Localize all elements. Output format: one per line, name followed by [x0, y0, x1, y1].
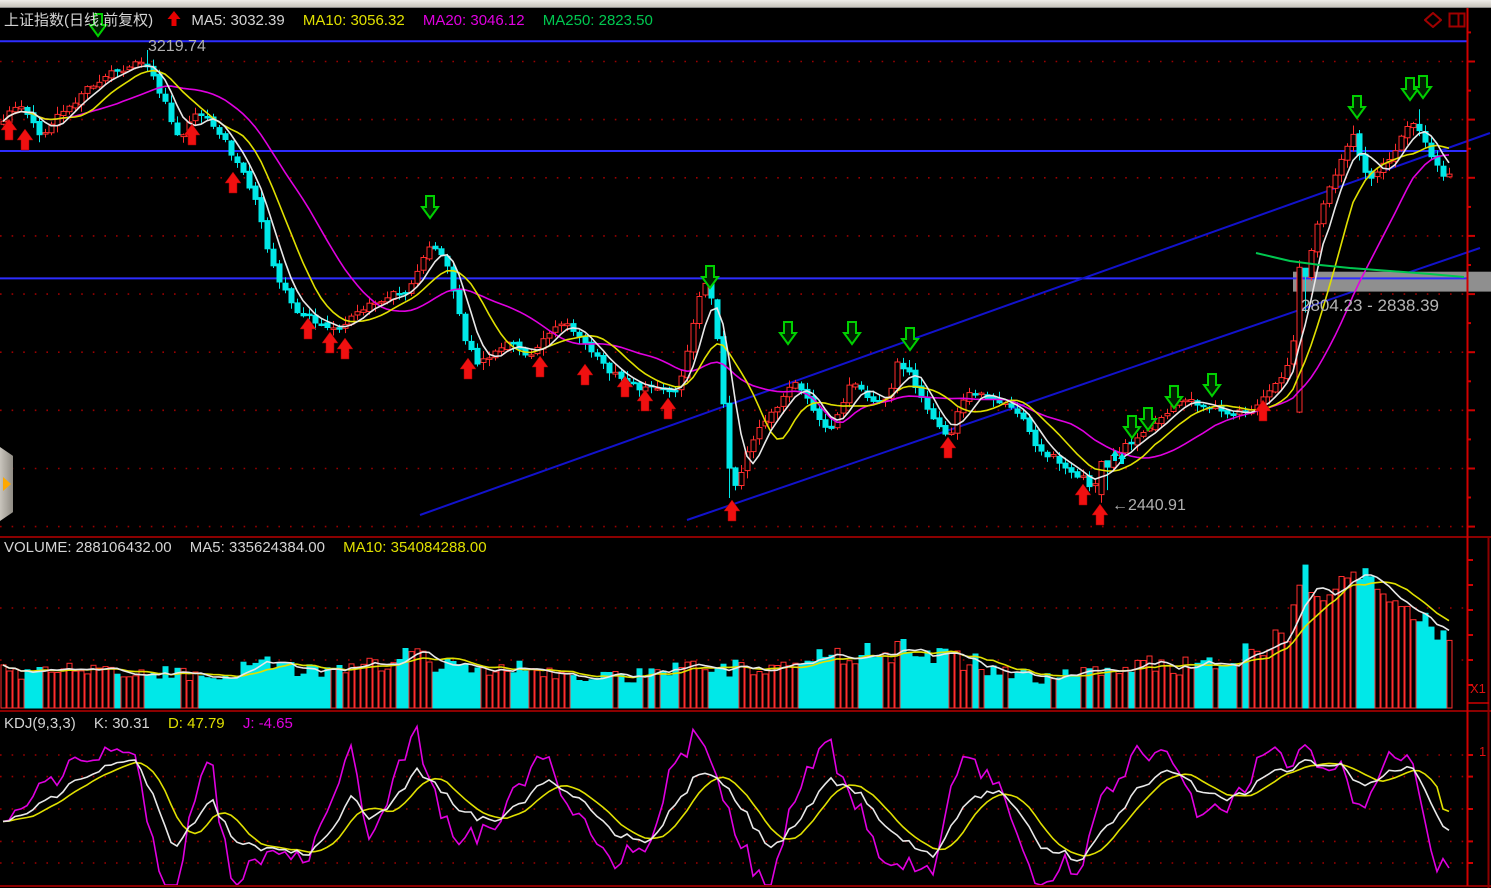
ma20-value: MA20: 3046.12: [422, 12, 525, 29]
ma5-value: MA5: 3032.39: [191, 12, 285, 29]
sell-signal-arrow: [1347, 95, 1367, 120]
minor-buy-arrow: [1118, 453, 1126, 464]
buy-signal-arrow: [576, 363, 594, 386]
buy-signal-arrow: [1074, 483, 1092, 506]
buy-signal-arrow: [659, 397, 677, 420]
window-title-strip: [0, 0, 1491, 8]
scale-x1-label: X1: [1470, 681, 1486, 696]
ma250-line: [1255, 252, 1465, 278]
panel-frame: [0, 8, 1491, 888]
buy-signal-arrow: [1091, 503, 1109, 526]
gridlines: [0, 60, 1467, 864]
kdj-d-value: D: 47.79: [167, 715, 225, 732]
trendline: [686, 247, 1481, 521]
sell-signal-arrow: [420, 195, 440, 220]
buy-signal-arrow: [16, 128, 34, 151]
buy-signal-arrow: [321, 331, 339, 354]
sell-signal-arrow: [778, 321, 798, 346]
sell-signal-arrow: [1413, 75, 1433, 100]
buy-signal-arrow: [531, 355, 549, 378]
buy-signal-arrow: [299, 317, 317, 340]
ma250-value: MA250: 2823.50: [542, 12, 653, 29]
buy-signal-arrow: [183, 123, 201, 146]
volume-series: [0, 564, 1453, 709]
buy-signal-arrow: [723, 499, 741, 522]
sell-signal-arrow: [1202, 373, 1222, 398]
sell-signal-arrow: [88, 13, 108, 38]
ma10-value: MA10: 3056.32: [302, 12, 405, 29]
buy-signal-arrow: [636, 389, 654, 412]
buy-signal-arrow: [939, 436, 957, 459]
gap-range-label: 2804.23 - 2838.39: [1301, 296, 1440, 315]
buy-signal-arrow: [459, 357, 477, 380]
kdj-lines: [2, 724, 1450, 887]
expand-arrow-icon: [2, 477, 11, 491]
low-price-label: ←2440.91: [1112, 497, 1186, 514]
sidebar-flyout-tab[interactable]: [0, 447, 13, 521]
buy-signal-arrow: [336, 337, 354, 360]
kdj-axis-label: 1: [1479, 744, 1487, 759]
corner-icon-group: [1424, 12, 1466, 28]
sell-signal-arrow: [842, 321, 862, 346]
minor-buy-arrow: [1111, 450, 1119, 461]
symbol-title: 上证指数(日线.前复权): [4, 12, 154, 29]
kdj-header: KDJ(9,3,3) K: 30.31 D: 47.79 J: -4.65: [4, 715, 307, 732]
volume-ma-lines: [2, 574, 1450, 681]
peak-price-label: 3219.74: [148, 38, 206, 55]
support-resistance-lines: [0, 40, 1491, 521]
volume-ma10-value: MA10: 354084288.00: [343, 539, 487, 556]
volume-header: VOLUME: 288106432.00 MA5: 335624384.00 M…: [4, 539, 501, 556]
volume-ma5-value: MA5: 335624384.00: [189, 539, 325, 556]
candlestick-series: [0, 50, 1453, 503]
buy-signal-arrow: [616, 375, 634, 398]
buy-signal-arrow: [1254, 399, 1272, 422]
sell-signal-arrow: [1138, 407, 1158, 432]
sell-signal-arrow: [1122, 415, 1142, 440]
ma-lines: [2, 64, 1465, 480]
gap-zone-band: [1293, 271, 1491, 292]
volume-value: VOLUME: 288106432.00: [4, 539, 172, 556]
kdj-title: KDJ(9,3,3): [4, 715, 76, 732]
up-arrow-icon: [167, 11, 181, 26]
kdj-k-value: K: 30.31: [93, 715, 150, 732]
sell-signal-arrow: [700, 265, 720, 290]
buy-signal-arrow: [224, 171, 242, 194]
trendline: [419, 132, 1491, 516]
main-chart-header: 上证指数(日线.前复权) MA5: 3032.39 MA10: 3056.32 …: [4, 9, 667, 30]
buy-signal-arrow: [0, 118, 18, 141]
sell-signal-arrow: [900, 327, 920, 352]
axis-ticks: [1467, 31, 1475, 864]
sell-signal-arrow: [1164, 385, 1184, 410]
signal-arrows: [0, 13, 1433, 526]
kdj-j-value: J: -4.65: [242, 715, 293, 732]
split-window-icon[interactable]: [1448, 12, 1466, 28]
diamond-icon[interactable]: [1424, 12, 1442, 28]
